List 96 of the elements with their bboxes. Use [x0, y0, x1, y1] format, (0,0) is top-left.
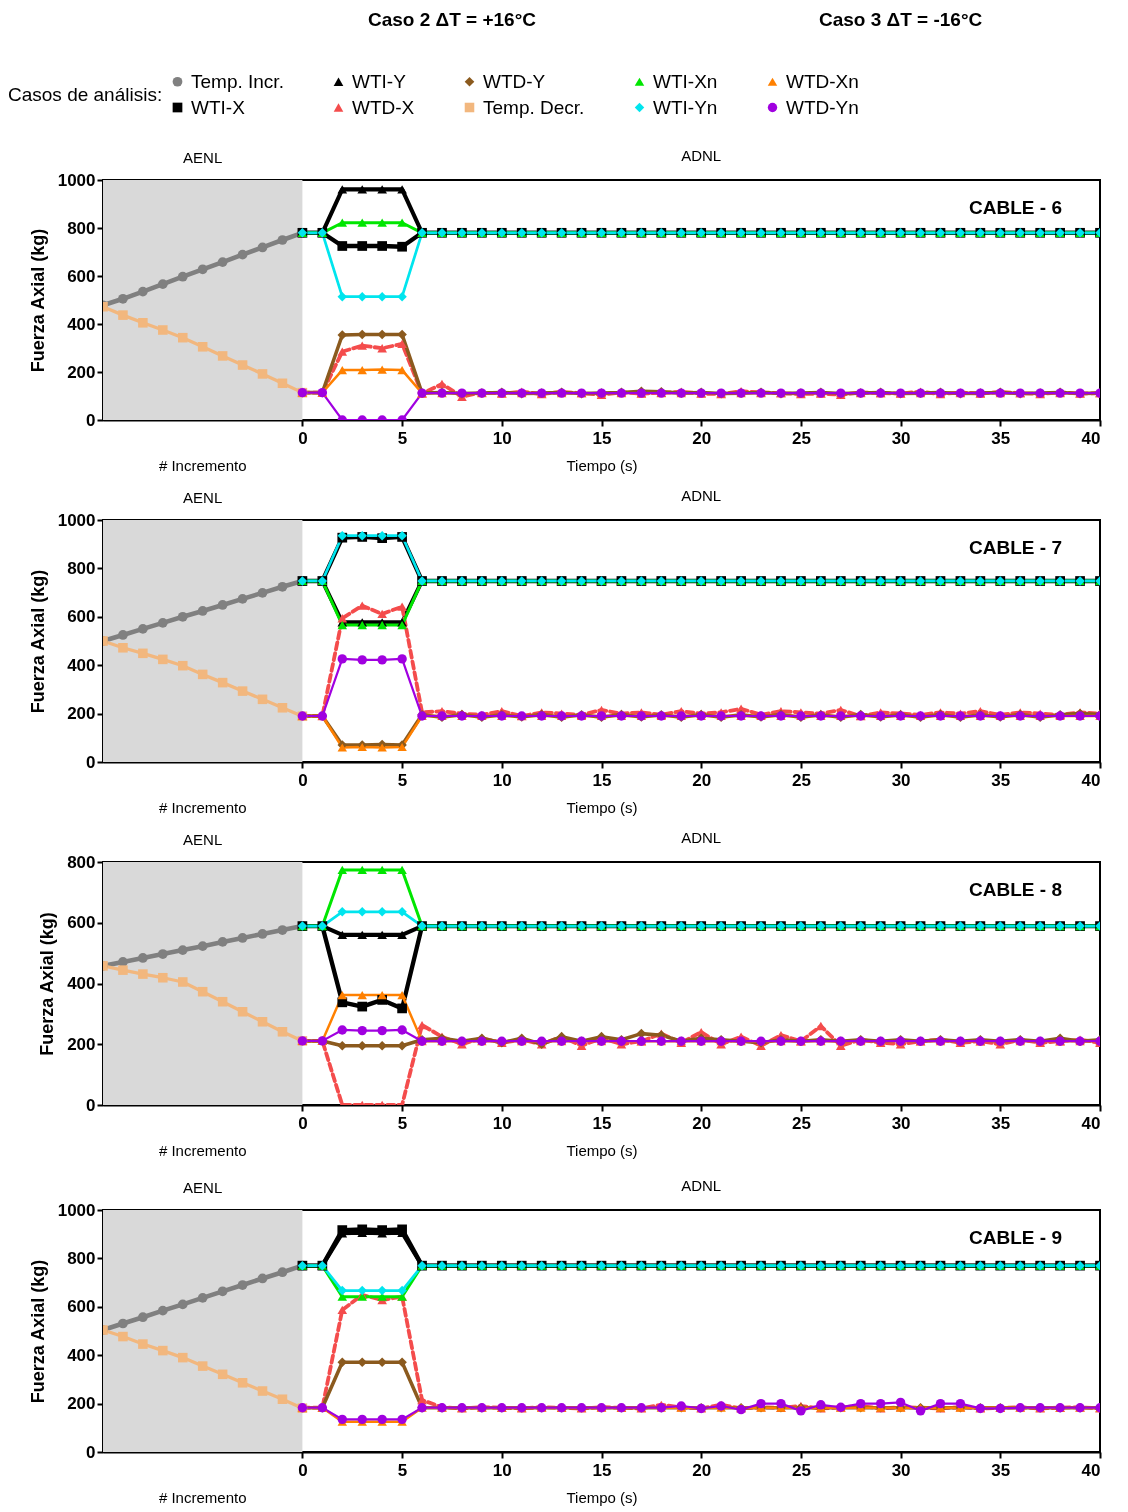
x-axis-title: Tiempo (s)	[566, 1141, 638, 1159]
legend-label: WTD-Xn	[786, 70, 859, 92]
x-tick-label: 30	[891, 770, 911, 790]
x-tick-label: 40	[1081, 1460, 1101, 1480]
y-tick-label: 0	[86, 752, 96, 772]
legend-label: WTD-Yn	[786, 96, 859, 118]
text: ADNL	[681, 1177, 722, 1194]
x-tick-label: 40	[1081, 770, 1101, 790]
y-tick-label: 200	[67, 362, 96, 382]
x-tick-label: 0	[298, 770, 308, 790]
y-tick-label: 0	[86, 410, 96, 430]
x-tick-label: 35	[991, 428, 1011, 448]
band-label: AENL	[183, 1179, 223, 1196]
x-tick-label: 15	[592, 1113, 612, 1133]
y-tick-label: 200	[67, 1394, 96, 1414]
text: Caso 3 ΔT = -16°C	[818, 9, 983, 30]
y-axis-title: Fuerza Axial (kg)	[27, 1259, 48, 1404]
y-tick-label: 200	[67, 704, 96, 724]
x-tick-label: 0	[298, 1113, 308, 1133]
x-tick-label: 15	[592, 1460, 612, 1480]
text: CABLE - 8	[969, 879, 1062, 900]
x-tick-label: 25	[791, 770, 811, 790]
x-tick-label: 0	[298, 428, 308, 448]
y-tick-label: 600	[67, 1297, 96, 1317]
band-label: AENL	[183, 831, 223, 848]
x-tick-label: 20	[692, 770, 712, 790]
text: ADNL	[681, 829, 722, 846]
x-tick-label: 25	[791, 1460, 811, 1480]
legend-label: Temp. Decr.	[483, 96, 585, 118]
text: ADNL	[681, 147, 722, 164]
x-tick-label: 5	[397, 1460, 408, 1480]
band-label: AENL	[183, 149, 223, 166]
x-tick-label: 5	[397, 1113, 408, 1133]
text: # Incremento	[158, 799, 247, 816]
legend-label: WTI-Y	[352, 70, 407, 92]
text: CABLE - 6	[969, 197, 1062, 218]
x-tick-label: 5	[397, 770, 408, 790]
x-tick-label: 20	[692, 1460, 712, 1480]
band-label: AENL	[183, 489, 223, 506]
x-tick-label: 20	[692, 1113, 712, 1133]
x-tick-label: 30	[891, 1460, 911, 1480]
y-tick-label: 1000	[57, 1200, 96, 1220]
legend-label: WTD-X	[352, 96, 415, 118]
x-tick-label: 25	[791, 428, 811, 448]
x-axis-title: Tiempo (s)	[566, 798, 638, 816]
y-tick-label: 200	[67, 1034, 96, 1054]
y-tick-label: 800	[67, 1248, 96, 1268]
x-tick-label: 40	[1081, 1113, 1101, 1133]
text: CABLE - 7	[969, 537, 1062, 558]
text: Caso 2 ΔT = +16°C	[367, 9, 537, 30]
x-tick-label: 25	[791, 1113, 811, 1133]
legend-label: WTI-X	[191, 96, 246, 118]
x-tick-label: 20	[692, 428, 712, 448]
x-tick-label: 35	[991, 1113, 1011, 1133]
x-tick-label: 10	[492, 770, 512, 790]
x-tick-label: 15	[592, 770, 612, 790]
legend-label: WTI-Xn	[653, 70, 718, 92]
y-axis-title: Fuerza Axial (kg)	[27, 569, 48, 714]
text: CABLE - 9	[969, 1227, 1062, 1248]
y-tick-label: 400	[67, 1345, 96, 1365]
y-tick-label: 0	[86, 1442, 96, 1462]
y-tick-label: 600	[67, 266, 96, 286]
x-axis-title: Tiempo (s)	[566, 456, 638, 474]
legend-label: WTD-Y	[483, 70, 546, 92]
x-tick-label: 10	[492, 1460, 512, 1480]
x-tick-label: 30	[891, 1113, 911, 1133]
y-tick-label: 800	[67, 218, 96, 238]
text: # Incremento	[158, 1489, 247, 1506]
legend-title: Casos de análisis:	[8, 84, 163, 105]
legend-label: WTI-Yn	[653, 96, 718, 118]
x-tick-label: 35	[991, 770, 1011, 790]
legend-label: Temp. Incr.	[191, 70, 284, 92]
y-tick-label: 1000	[57, 170, 96, 190]
y-tick-label: 600	[67, 913, 96, 933]
y-tick-label: 800	[67, 852, 96, 872]
y-tick-label: 400	[67, 974, 96, 993]
text: # Incremento	[158, 1142, 247, 1159]
x-tick-label: 30	[891, 428, 911, 448]
x-tick-label: 0	[298, 1460, 308, 1480]
x-tick-label: 10	[492, 428, 512, 448]
y-tick-label: 400	[67, 314, 96, 334]
y-tick-label: 400	[67, 655, 96, 675]
x-axis-title: Tiempo (s)	[566, 1488, 638, 1506]
text: ADNL	[681, 487, 722, 504]
y-tick-label: 0	[86, 1095, 96, 1115]
x-tick-label: 5	[397, 428, 408, 448]
text: # Incremento	[158, 457, 247, 474]
y-axis-title: Fuerza Axial (kg)	[27, 228, 48, 373]
y-tick-label: 800	[67, 558, 96, 578]
y-tick-label: 600	[67, 607, 96, 627]
x-tick-label: 10	[492, 1113, 512, 1133]
x-tick-label: 15	[592, 428, 612, 448]
y-axis-title: Fuerza Axial (kg)	[37, 912, 58, 1056]
y-tick-label: 1000	[57, 510, 96, 530]
x-tick-label: 35	[991, 1460, 1011, 1480]
x-tick-label: 40	[1081, 428, 1101, 448]
